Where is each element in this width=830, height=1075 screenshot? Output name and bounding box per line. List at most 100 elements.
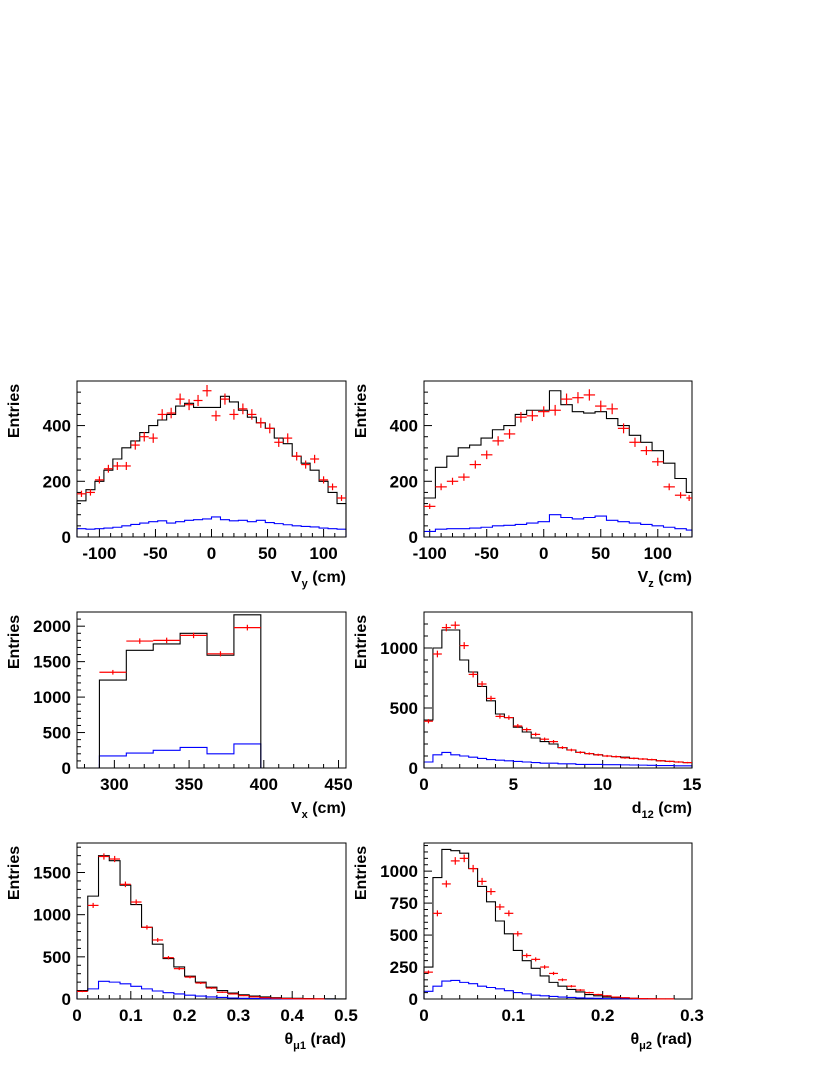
data-point — [216, 991, 228, 993]
background-mc-series — [77, 743, 346, 769]
data-point — [593, 993, 603, 996]
x-tick-label: 0.4 — [280, 1006, 304, 1025]
x-tick-label: 100 — [644, 544, 672, 563]
y-tick-label: 250 — [390, 958, 418, 977]
y-tick-label: 500 — [390, 926, 418, 945]
y-tick-label: 1000 — [33, 906, 71, 925]
data-point — [629, 757, 639, 760]
data-point — [184, 975, 196, 979]
data-point — [173, 967, 185, 971]
x-tick-label: 0.3 — [680, 1006, 704, 1025]
data-point — [432, 650, 442, 658]
x-axis-label: d12 (cm) — [632, 800, 692, 821]
data-point — [256, 417, 266, 428]
data-point — [572, 392, 584, 404]
data-point — [468, 864, 478, 873]
data-point — [560, 393, 573, 405]
data-point — [566, 748, 576, 752]
data-point — [495, 903, 505, 911]
x-tick-label: -100 — [413, 544, 447, 563]
data-point — [549, 971, 558, 976]
data-point — [120, 881, 131, 888]
data-point — [77, 490, 86, 497]
data-point — [424, 719, 433, 724]
y-axis-label: Entries — [353, 615, 370, 669]
data-point — [611, 996, 621, 998]
data-point — [575, 989, 585, 992]
x-tick-label: -50 — [143, 544, 168, 563]
data-point — [558, 978, 567, 982]
x-tick-label: 100 — [309, 544, 337, 563]
y-tick-label: 750 — [390, 894, 418, 913]
x-axis-label: Vx (cm) — [291, 800, 346, 821]
plot-frame — [423, 611, 693, 769]
x-tick-label: 0.1 — [119, 1006, 143, 1025]
data-point — [193, 394, 203, 407]
data-point — [441, 880, 451, 888]
y-tick-label: 0 — [409, 528, 418, 547]
data-point — [112, 461, 122, 470]
y-tick-label: 1000 — [33, 688, 71, 707]
data-point — [652, 457, 664, 466]
data-point — [310, 454, 320, 464]
data-point — [166, 407, 176, 419]
y-tick-label: 0 — [62, 990, 71, 1009]
data-point — [458, 473, 470, 481]
data-point — [469, 460, 482, 469]
data-point — [504, 715, 514, 720]
data-point — [459, 854, 469, 863]
data-point — [424, 970, 433, 974]
data-point — [121, 461, 131, 470]
data-point — [163, 956, 174, 960]
x-tick-label: 0 — [72, 1006, 81, 1025]
data-point — [450, 621, 460, 629]
data-point — [459, 642, 469, 650]
panel-3: 300 350 400 450 0 500 1000 1500 2000 Entries Vx (c… — [6, 611, 353, 821]
x-tick-label: 5 — [509, 775, 518, 794]
data-point — [180, 632, 208, 639]
data-point — [130, 440, 140, 450]
panel-6: 0 0.1 0.2 0.3 0 250 500 750 1000 Entries θμ2 (rad) — [353, 842, 704, 1052]
y-axis-label: Entries — [6, 384, 23, 438]
data-point — [441, 623, 451, 632]
x-tick-label: 0.5 — [334, 1006, 358, 1025]
y-tick-label: 400 — [43, 417, 71, 436]
total-mc-series — [76, 395, 347, 537]
y-tick-label: 1000 — [380, 862, 418, 881]
plot-frame — [76, 842, 347, 1000]
data-point — [513, 723, 523, 729]
panel-5: 0 0.1 0.2 0.3 0.4 0.5 0 500 1000 1500 Entries θμ1 (… — [6, 842, 358, 1052]
x-tick-label: 0 — [419, 775, 428, 794]
data-point — [249, 996, 260, 998]
plot-frame — [76, 611, 347, 769]
panel-4: 0 5 10 15 0 500 1000 Entries d12 (cm) — [353, 611, 701, 821]
data-point — [477, 681, 487, 687]
data-point — [647, 758, 657, 761]
data-point — [109, 855, 121, 863]
data-point — [513, 931, 523, 937]
data-point — [584, 752, 594, 755]
data-point — [227, 993, 239, 995]
data-point — [195, 981, 207, 985]
data-point — [584, 991, 594, 994]
total-mc-series — [76, 855, 347, 1000]
y-axis-label: Entries — [353, 384, 370, 438]
x-tick-label: -100 — [82, 544, 116, 563]
data-point — [238, 403, 248, 415]
data-point — [432, 910, 442, 917]
data-point — [656, 759, 666, 762]
x-tick-label: -50 — [474, 544, 499, 563]
y-axis-label: Entries — [6, 615, 23, 669]
y-tick-label: 0 — [409, 759, 418, 778]
background-mc-series — [423, 751, 693, 768]
x-axis-label: Vz (cm) — [638, 569, 692, 590]
panel-2: -100 -50 0 50 100 0 200 400 Entries Vz (cm) — [353, 380, 693, 590]
data-point — [602, 754, 612, 758]
data-point — [595, 400, 607, 412]
data-point — [515, 412, 527, 423]
data-point — [504, 910, 514, 917]
data-point — [130, 899, 142, 905]
x-tick-label: 400 — [250, 775, 278, 794]
data-point — [141, 925, 153, 930]
